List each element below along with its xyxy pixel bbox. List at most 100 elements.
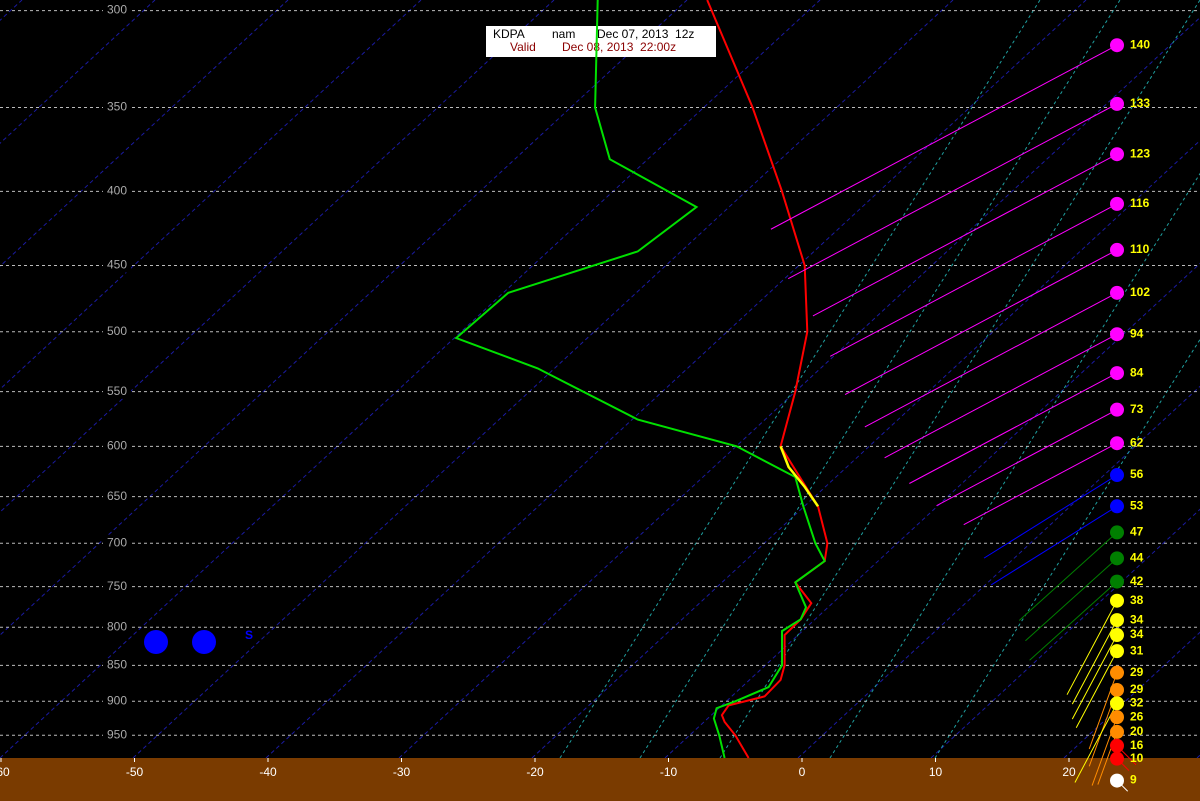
wind-speed-label: 38	[1130, 593, 1144, 607]
x-tick-label: -30	[393, 765, 411, 779]
wind-speed-label: 133	[1130, 96, 1150, 110]
wind-shaft	[1071, 619, 1118, 705]
wind-speed-label: 110	[1130, 242, 1150, 256]
y-tick-label: 650	[107, 489, 127, 503]
tick-label-bg	[103, 658, 131, 673]
wind-dot	[1110, 525, 1124, 540]
sounding-line	[779, 445, 820, 508]
wind-shaft	[812, 153, 1118, 317]
x-tick-label: 20	[1062, 765, 1076, 779]
x-tick-label: -10	[660, 765, 678, 779]
tick-label-bg	[103, 384, 131, 399]
wind-shaft	[1029, 581, 1118, 661]
model: nam	[552, 27, 575, 41]
tick-label-bg	[103, 100, 131, 115]
tick-label-bg	[103, 258, 131, 273]
tick-label-bg	[103, 536, 131, 551]
wind-speed-label: 29	[1130, 665, 1144, 679]
wind-dot	[1110, 710, 1124, 725]
wind-shaft	[770, 44, 1118, 230]
wind-speed-label: 84	[1130, 365, 1144, 379]
wind-dot	[1110, 724, 1124, 739]
ground	[0, 758, 1200, 801]
wind-shaft	[1018, 532, 1118, 621]
wind-speed-label: 29	[1130, 682, 1144, 696]
y-tick-label: 850	[107, 657, 127, 671]
wind-speed-label: 26	[1130, 709, 1144, 723]
y-tick-label: 300	[107, 3, 127, 17]
wind-speed-label: 32	[1130, 696, 1144, 710]
wind-dot	[1110, 147, 1124, 162]
wind-shaft	[963, 442, 1118, 526]
wind-dot	[1110, 751, 1124, 766]
wind-speed-label: 42	[1130, 574, 1144, 588]
y-tick-label: 900	[107, 693, 127, 707]
title-box	[486, 26, 716, 57]
wind-dot	[1110, 196, 1124, 211]
x-tick-label: -20	[526, 765, 544, 779]
wind-shaft	[983, 474, 1118, 559]
wind-speed-label: 116	[1130, 196, 1150, 210]
tick-label-bg	[103, 728, 131, 743]
sounding-line	[706, 0, 829, 759]
tick-label-bg	[103, 184, 131, 199]
wind-shaft	[936, 409, 1118, 507]
sounding-line	[454, 0, 826, 759]
wind-dot	[1110, 644, 1124, 659]
wind-dot	[1110, 366, 1124, 381]
wind-speed-label: 9	[1130, 773, 1137, 787]
wind-shaft	[884, 333, 1118, 459]
wind-shaft	[864, 292, 1118, 428]
wind-dot	[1110, 665, 1124, 680]
wind-speed-label: 47	[1130, 525, 1144, 539]
valid-label: Valid	[510, 40, 536, 54]
y-tick-label: 800	[107, 619, 127, 633]
tick-label-bg	[103, 489, 131, 504]
wind-shaft	[844, 249, 1118, 395]
y-tick-label: 500	[107, 324, 127, 338]
wind-dot	[1110, 38, 1124, 53]
tick-label-bg	[103, 694, 131, 709]
x-tick-label: -60	[0, 765, 10, 779]
wind-speed-label: 94	[1130, 326, 1144, 340]
wind-dot	[1110, 738, 1124, 753]
wind-speed-label: 140	[1130, 37, 1150, 51]
x-tick-label: 0	[799, 765, 806, 779]
valid: Dec 08, 2013 22:00z	[562, 40, 676, 54]
wind-dot	[1110, 436, 1124, 451]
tick-label-bg	[103, 324, 131, 339]
wind-speed-label: 56	[1130, 467, 1144, 481]
wind-dot	[1110, 551, 1124, 566]
wind-shaft	[1066, 600, 1118, 695]
wind-dot	[1110, 613, 1124, 628]
wind-shaft	[1075, 650, 1118, 728]
y-tick-label: 400	[107, 184, 127, 198]
wind-speed-label: 34	[1130, 627, 1144, 641]
x-tick-label: 10	[929, 765, 943, 779]
wind-dot	[1110, 574, 1124, 589]
wind-speed-label: 16	[1130, 738, 1144, 752]
marker-dot	[144, 630, 168, 654]
marker-label: S	[245, 628, 253, 642]
wind-dot	[1110, 96, 1124, 111]
run: Dec 07, 2013 12z	[597, 27, 694, 41]
wind-shaft	[829, 203, 1118, 357]
wind-speed-label: 102	[1130, 285, 1150, 299]
wind-speed-label: 44	[1130, 551, 1144, 565]
tick-label-bg	[103, 620, 131, 635]
y-tick-label: 550	[107, 384, 127, 398]
wind-dot	[1110, 628, 1124, 643]
tick-label-bg	[103, 579, 131, 594]
wind-dot	[1110, 696, 1124, 711]
wind-dot	[1110, 242, 1124, 257]
wind-dot	[1110, 773, 1124, 788]
tick-label-bg	[103, 3, 131, 18]
wind-speed-label: 62	[1130, 435, 1144, 449]
wind-speed-label: 34	[1130, 612, 1144, 626]
x-tick-label: -50	[126, 765, 144, 779]
wind-shaft	[990, 505, 1118, 586]
y-tick-label: 750	[107, 579, 127, 593]
y-tick-label: 450	[107, 258, 127, 272]
y-tick-label: 600	[107, 439, 127, 453]
